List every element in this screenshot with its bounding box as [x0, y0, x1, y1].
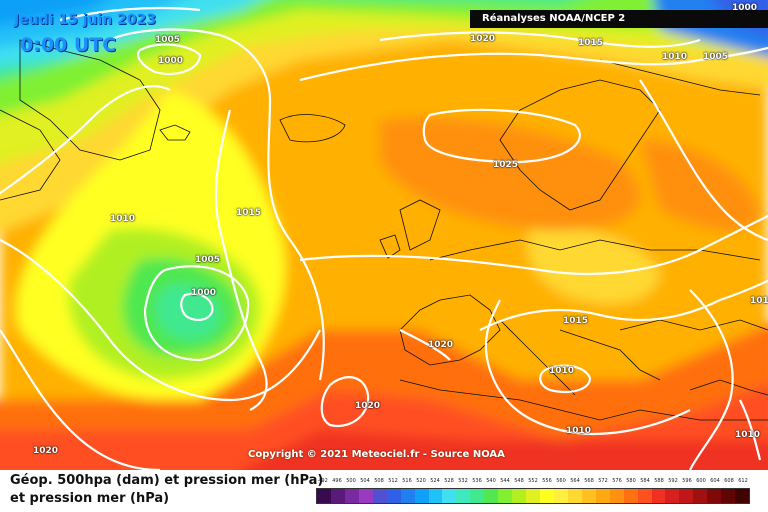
- color-scale-swatch: [540, 489, 554, 503]
- pressure-label: 1020: [33, 446, 59, 456]
- color-scale-swatch: [456, 489, 471, 503]
- color-scale-tick: 556: [542, 478, 552, 484]
- color-scale-tick: 584: [640, 478, 650, 484]
- color-scale-tick: 592: [668, 478, 678, 484]
- coastlines: [0, 39, 768, 421]
- color-scale-swatch: [581, 489, 596, 503]
- color-scale-tick: 520: [416, 478, 426, 484]
- color-scale-swatch: [693, 489, 708, 503]
- copyright-notice: Copyright © 2021 Meteociel.fr - Source N…: [248, 449, 505, 460]
- color-scale-tick: 492: [318, 478, 328, 484]
- legend-line-2: et pression mer (hPa): [10, 491, 170, 506]
- pressure-label: 1005: [195, 255, 221, 265]
- pressure-label: 1025: [493, 160, 519, 170]
- map-date: Jeudi 15 juin 2023: [14, 12, 157, 28]
- color-scale-tick: 544: [500, 478, 510, 484]
- color-scale-swatch: [609, 489, 624, 503]
- color-scale-ticks: 492 496 500 504 508 512 516 520 524 528 532 536 540 5…: [316, 478, 750, 488]
- color-scale-tick: 524: [430, 478, 440, 484]
- color-scale-tick: 552: [528, 478, 538, 484]
- color-scale-swatch: [735, 489, 750, 503]
- color-scale-swatch: [651, 489, 666, 503]
- color-scale-tick: 560: [556, 478, 566, 484]
- color-scale-swatch: [595, 489, 610, 503]
- color-scale-tick: 536: [472, 478, 482, 484]
- color-scale: 492 496 500 504 508 512 516 520 524 528 532 536 540 5…: [316, 478, 750, 506]
- legend-line-1: Géop. 500hpa (dam) et pression mer (hPa): [10, 473, 324, 488]
- color-scale-swatch: [637, 489, 652, 503]
- pressure-label: 1000: [732, 3, 758, 13]
- color-scale-swatch: [567, 489, 582, 503]
- pressure-label: 1010: [566, 426, 592, 436]
- color-scale-swatch: [386, 489, 401, 503]
- color-scale-tick: 500: [346, 478, 356, 484]
- color-scale-swatch: [372, 489, 387, 503]
- color-scale-tick: 580: [626, 478, 636, 484]
- color-scale-tick: 508: [374, 478, 384, 484]
- color-scale-tick: 512: [388, 478, 398, 484]
- color-scale-tick: 504: [360, 478, 370, 484]
- source-banner: Réanalyses NOAA/NCEP 2: [470, 10, 768, 28]
- color-scale-swatch: [428, 489, 443, 503]
- color-scale-swatch: [553, 489, 568, 503]
- pressure-label: 1000: [158, 56, 184, 66]
- color-scale-tick: 496: [332, 478, 342, 484]
- isobars: [0, 6, 768, 470]
- color-scale-tick: 604: [710, 478, 720, 484]
- color-scale-swatch: [707, 489, 722, 503]
- color-scale-tick: 576: [612, 478, 622, 484]
- pressure-label: 1005: [155, 35, 181, 45]
- color-scale-swatch: [400, 489, 415, 503]
- color-scale-tick: 564: [570, 478, 580, 484]
- pressure-label: 1010: [549, 366, 575, 376]
- color-scale-swatch: [484, 489, 499, 503]
- color-scale-tick: 596: [682, 478, 692, 484]
- pressure-label: 1000: [191, 288, 217, 298]
- color-scale-swatch: [344, 489, 359, 503]
- map-time: 0:00 UTC: [20, 34, 117, 56]
- color-scale-tick: 516: [402, 478, 412, 484]
- pressure-label: 1015: [563, 316, 589, 326]
- pressure-label: 1010: [735, 430, 761, 440]
- color-scale-swatch: [317, 489, 331, 503]
- color-scale-swatch: [526, 489, 540, 503]
- color-scale-swatch: [665, 489, 680, 503]
- color-scale-swatch: [679, 489, 694, 503]
- color-scale-tick: 532: [458, 478, 468, 484]
- color-scale-swatch: [470, 489, 485, 503]
- pressure-label: 1020: [428, 340, 454, 350]
- color-scale-tick: 572: [598, 478, 608, 484]
- color-scale-tick: 528: [444, 478, 454, 484]
- color-scale-swatch: [442, 489, 457, 503]
- color-scale-tick: 540: [486, 478, 496, 484]
- color-scale-swatch: [498, 489, 513, 503]
- color-scale-swatch: [623, 489, 638, 503]
- pressure-label: 1015: [236, 208, 262, 218]
- geopotential-fill: [0, 0, 768, 470]
- color-scale-swatches: [316, 488, 750, 504]
- weather-map: Jeudi 15 juin 2023 0:00 UTC Réanalyses N…: [0, 0, 768, 470]
- color-scale-tick: 568: [584, 478, 594, 484]
- pressure-label: 1020: [355, 401, 381, 411]
- color-scale-tick: 608: [724, 478, 734, 484]
- color-scale-tick: 588: [654, 478, 664, 484]
- color-scale-swatch: [721, 489, 736, 503]
- legend-title: Géop. 500hpa (dam) et pression mer (hPa)…: [10, 473, 323, 509]
- pressure-label: 1005: [703, 52, 729, 62]
- color-scale-swatch: [358, 489, 373, 503]
- pressure-label: 1015: [578, 38, 604, 48]
- color-scale-swatch: [512, 489, 527, 503]
- geopotential-map: [0, 0, 768, 470]
- color-scale-tick: 548: [514, 478, 524, 484]
- color-scale-tick: 612: [738, 478, 748, 484]
- color-scale-tick: 600: [696, 478, 706, 484]
- pressure-label: 101: [750, 296, 768, 306]
- pressure-label: 1020: [470, 34, 496, 44]
- pressure-label: 1010: [110, 214, 136, 224]
- pressure-label: 1010: [662, 52, 688, 62]
- color-scale-swatch: [330, 489, 345, 503]
- color-scale-swatch: [414, 489, 429, 503]
